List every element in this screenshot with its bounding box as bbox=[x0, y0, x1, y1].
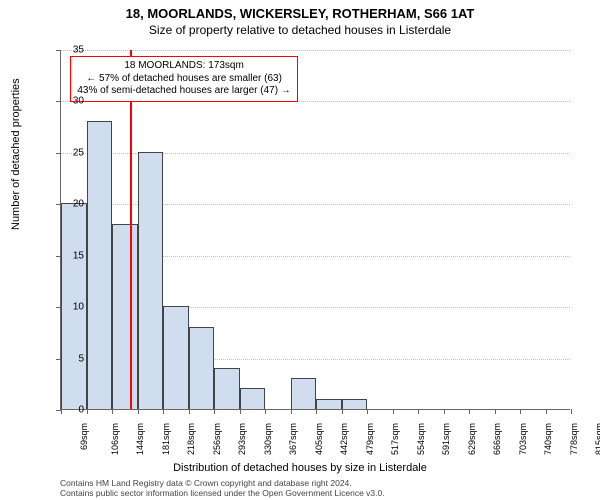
xtick-mark bbox=[546, 409, 547, 414]
xtick-mark bbox=[240, 409, 241, 414]
y-axis-label: Number of detached properties bbox=[10, 78, 22, 230]
xtick-mark bbox=[189, 409, 190, 414]
xtick-label: 69sqm bbox=[79, 423, 89, 450]
gridline-h bbox=[61, 101, 570, 102]
ytick-label: 20 bbox=[54, 199, 84, 210]
xtick-mark bbox=[571, 409, 572, 414]
xtick-label: 666sqm bbox=[492, 423, 502, 455]
annotation-line3: 43% of semi-detached houses are larger (… bbox=[77, 85, 290, 98]
xtick-mark bbox=[316, 409, 317, 414]
xtick-label: 181sqm bbox=[161, 423, 171, 455]
ytick-label: 5 bbox=[54, 353, 84, 364]
ytick-label: 10 bbox=[54, 302, 84, 313]
attribution-line1: Contains HM Land Registry data © Crown c… bbox=[60, 478, 590, 488]
xtick-mark bbox=[495, 409, 496, 414]
histogram-bar bbox=[112, 224, 138, 409]
xtick-mark bbox=[342, 409, 343, 414]
histogram-bar bbox=[214, 368, 240, 409]
ytick-label: 30 bbox=[54, 96, 84, 107]
xtick-mark bbox=[163, 409, 164, 414]
xtick-mark bbox=[393, 409, 394, 414]
xtick-label: 703sqm bbox=[518, 423, 528, 455]
xtick-label: 144sqm bbox=[135, 423, 145, 455]
xtick-mark bbox=[520, 409, 521, 414]
histogram-bar bbox=[316, 399, 342, 409]
xtick-label: 405sqm bbox=[314, 423, 324, 455]
xtick-label: 591sqm bbox=[441, 423, 451, 455]
histogram-bar bbox=[163, 306, 189, 409]
histogram-bar bbox=[138, 152, 164, 409]
plot-area: 18 MOORLANDS: 173sqm ← 57% of detached h… bbox=[60, 50, 570, 410]
histogram-bar bbox=[240, 388, 266, 409]
annotation-line1: 18 MOORLANDS: 173sqm bbox=[77, 60, 290, 73]
xtick-mark bbox=[418, 409, 419, 414]
xtick-label: 629sqm bbox=[467, 423, 477, 455]
ytick-label: 0 bbox=[54, 405, 84, 416]
histogram-bar bbox=[291, 378, 317, 409]
xtick-mark bbox=[112, 409, 113, 414]
marker-line bbox=[130, 50, 132, 409]
xtick-label: 106sqm bbox=[110, 423, 120, 455]
xtick-mark bbox=[138, 409, 139, 414]
xtick-label: 367sqm bbox=[288, 423, 298, 455]
chart-title-sub: Size of property relative to detached ho… bbox=[0, 21, 600, 37]
x-axis-label: Distribution of detached houses by size … bbox=[0, 462, 600, 474]
chart-container: 18, MOORLANDS, WICKERSLEY, ROTHERHAM, S6… bbox=[0, 0, 600, 500]
xtick-label: 218sqm bbox=[186, 423, 196, 455]
xtick-label: 517sqm bbox=[390, 423, 400, 455]
attribution-line2: Contains public sector information licen… bbox=[60, 488, 590, 498]
histogram-bar bbox=[87, 121, 113, 409]
xtick-mark bbox=[469, 409, 470, 414]
xtick-mark bbox=[367, 409, 368, 414]
xtick-label: 442sqm bbox=[339, 423, 349, 455]
xtick-label: 293sqm bbox=[237, 423, 247, 455]
xtick-label: 330sqm bbox=[263, 423, 273, 455]
xtick-mark bbox=[265, 409, 266, 414]
histogram-bar bbox=[189, 327, 215, 409]
xtick-mark bbox=[291, 409, 292, 414]
xtick-label: 256sqm bbox=[212, 423, 222, 455]
xtick-label: 815sqm bbox=[594, 423, 600, 455]
annotation-box: 18 MOORLANDS: 173sqm ← 57% of detached h… bbox=[70, 56, 297, 102]
xtick-mark bbox=[214, 409, 215, 414]
xtick-label: 479sqm bbox=[365, 423, 375, 455]
chart-title-main: 18, MOORLANDS, WICKERSLEY, ROTHERHAM, S6… bbox=[0, 0, 600, 21]
annotation-line2: ← 57% of detached houses are smaller (63… bbox=[77, 73, 290, 86]
xtick-mark bbox=[87, 409, 88, 414]
xtick-mark bbox=[444, 409, 445, 414]
ytick-label: 35 bbox=[54, 45, 84, 56]
gridline-h bbox=[61, 50, 570, 51]
histogram-bar bbox=[342, 399, 368, 409]
ytick-label: 15 bbox=[54, 250, 84, 261]
xtick-label: 778sqm bbox=[569, 423, 579, 455]
xtick-label: 554sqm bbox=[416, 423, 426, 455]
xtick-label: 740sqm bbox=[543, 423, 553, 455]
ytick-label: 25 bbox=[54, 147, 84, 158]
attribution-text: Contains HM Land Registry data © Crown c… bbox=[60, 478, 590, 498]
